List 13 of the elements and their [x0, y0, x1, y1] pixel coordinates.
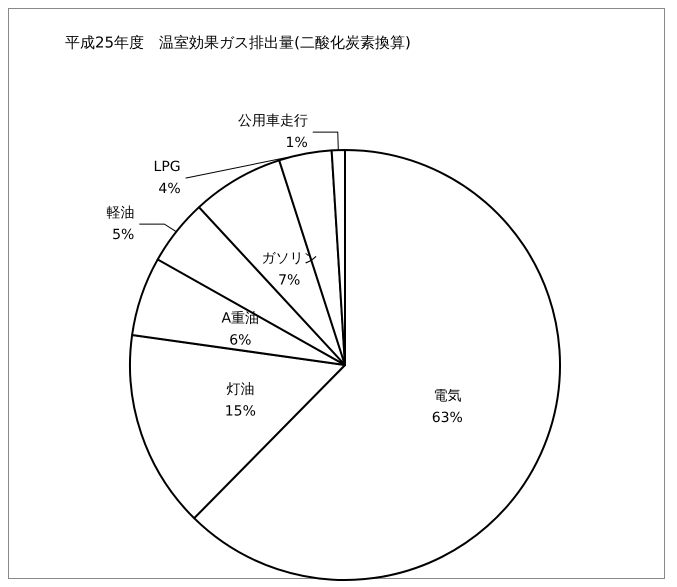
data-label: 6% — [229, 332, 252, 349]
data-label: 15% — [224, 403, 256, 420]
slice-label: 灯油 — [226, 381, 254, 398]
slice-label: 電気 — [433, 388, 462, 404]
data-label: 4% — [158, 181, 181, 198]
chart-title: 平成25年度 温室効果ガス排出量(二酸化炭素換算) — [65, 34, 411, 52]
data-label: 63% — [432, 410, 463, 426]
data-label: 7% — [278, 272, 300, 289]
data-label: 1% — [286, 135, 308, 152]
slice-label: 軽油 — [106, 205, 134, 222]
slice-label: 公用車走行 — [238, 113, 308, 130]
slice-label: LPG — [154, 159, 181, 176]
data-label: 5% — [112, 227, 134, 244]
